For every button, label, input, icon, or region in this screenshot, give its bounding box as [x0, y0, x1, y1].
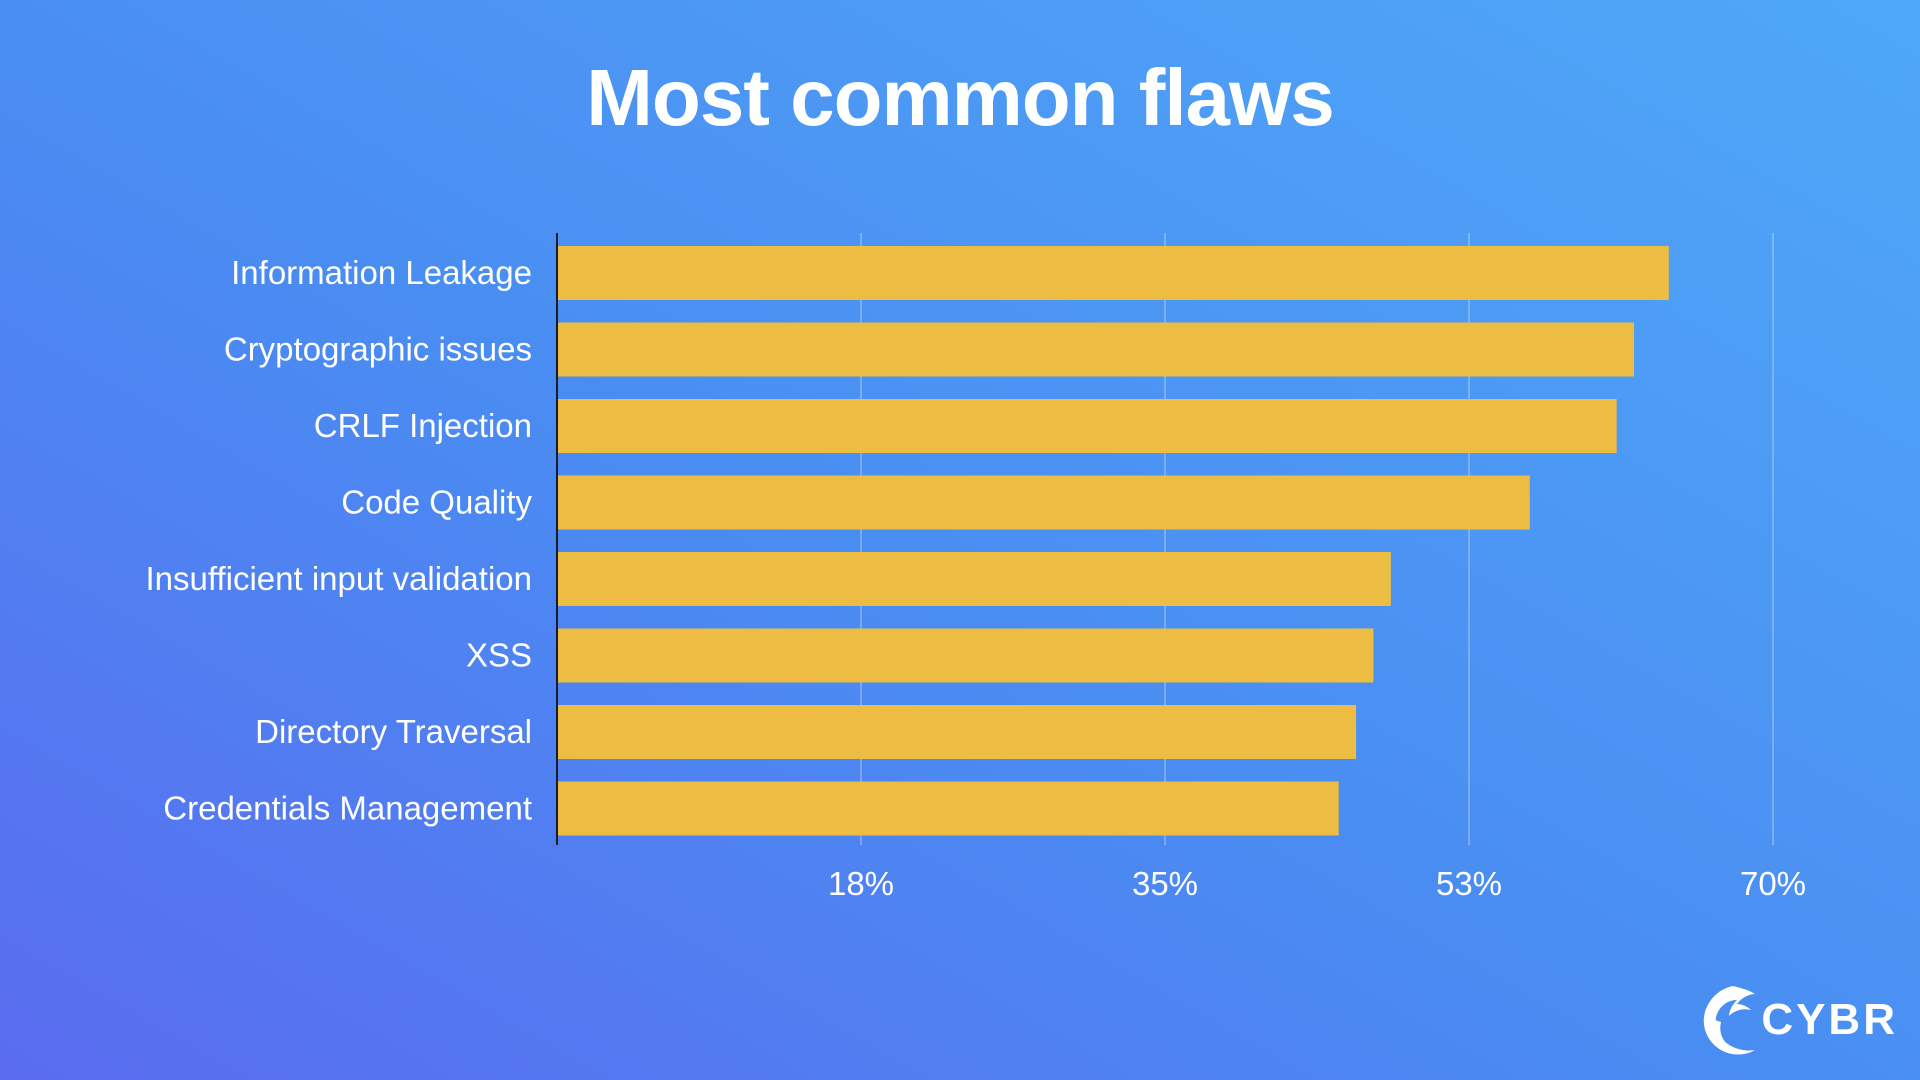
bar: [557, 475, 1530, 530]
bar: [557, 399, 1617, 453]
bar: [557, 552, 1391, 606]
x-tick-label: 70%: [1740, 865, 1806, 902]
category-label: CRLF Injection: [314, 407, 532, 444]
bar: [557, 705, 1357, 759]
cybr-logo: CYBR: [1693, 980, 1898, 1060]
category-label: Code Quality: [341, 484, 532, 521]
bar: [557, 628, 1374, 683]
bar: [557, 781, 1339, 836]
phoenix-icon: [1704, 986, 1756, 1055]
category-label: Insufficient input validation: [146, 560, 532, 597]
category-label: Directory Traversal: [255, 713, 532, 750]
category-label: XSS: [466, 637, 532, 674]
category-labels: Information Leakage Cryptographic issues C…: [146, 254, 533, 827]
bar: [557, 322, 1635, 377]
chart-title: Most common flaws: [586, 53, 1335, 142]
bar: [557, 246, 1669, 300]
x-tick-label: 18%: [828, 865, 894, 902]
logo-text: CYBR: [1761, 995, 1898, 1044]
category-label: Cryptographic issues: [224, 331, 532, 368]
x-tick-label: 53%: [1436, 865, 1502, 902]
category-label: Information Leakage: [231, 254, 532, 291]
bars: [557, 246, 1669, 836]
x-tick-label: 35%: [1132, 865, 1198, 902]
category-label: Credentials Management: [163, 790, 532, 827]
x-axis-tick-labels: 18% 35% 53% 70%: [828, 865, 1806, 902]
